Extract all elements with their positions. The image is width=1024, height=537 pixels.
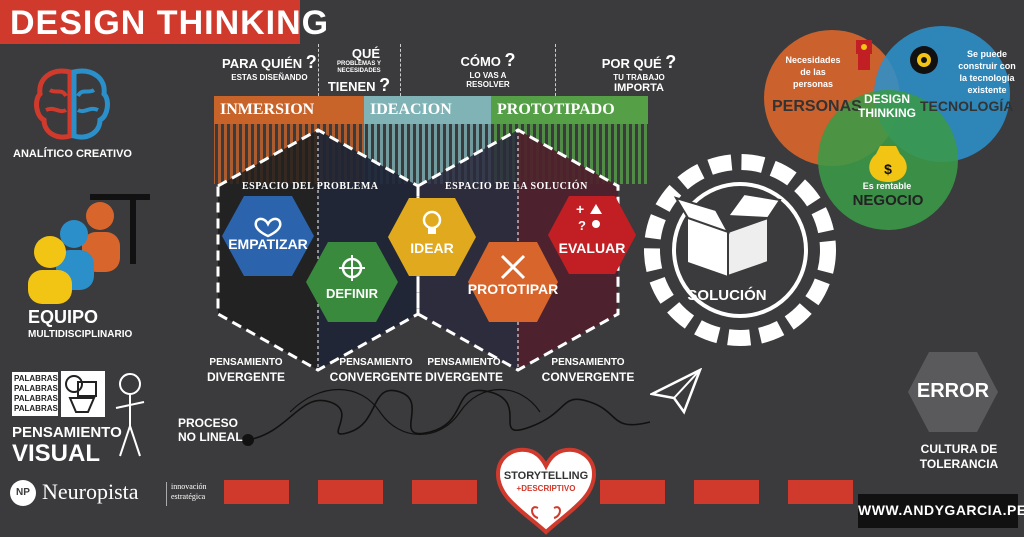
paper-plane-icon — [650, 368, 702, 415]
timeline-bar — [318, 480, 383, 504]
question-why: POR QUÉ ? TU TRABAJO IMPORTA — [601, 52, 677, 94]
timeline-bar — [224, 480, 289, 504]
solution-space-label: ESPACIO DE LA SOLUCIÓN — [445, 181, 588, 192]
error-hexagon — [908, 352, 998, 432]
shapes-icon — [61, 371, 105, 417]
evaluar-hexagon: + ? — [548, 196, 636, 274]
timeline-bar — [788, 480, 853, 504]
step-definir: DEFINIR — [326, 286, 378, 301]
venn-business-text: Es rentable — [862, 181, 912, 191]
visual-line2: VISUAL — [12, 440, 101, 467]
definir-hexagon — [306, 242, 398, 322]
step-empatizar: EMPATIZAR — [228, 236, 308, 252]
venn-people-label: PERSONAS — [772, 98, 862, 115]
svg-text:$: $ — [884, 161, 892, 177]
divider-line — [318, 44, 319, 96]
step-idear: IDEAR — [410, 240, 454, 256]
team-subtitle: MULTIDISCIPLINARIO — [28, 329, 133, 340]
solution-label: SOLUCIÓN — [687, 287, 767, 304]
venn-business-label: NEGOCIO — [852, 192, 924, 209]
website-link[interactable]: WWW.ANDYGARCIA.PE — [858, 502, 1024, 518]
empatizar-hexagon — [222, 196, 314, 276]
thinking-caption: PENSAMIENTO DIVERGENTE — [206, 357, 285, 384]
phase-ideacion: IDEACION — [364, 96, 491, 124]
storytelling-sub: +DESCRIPTIVO — [516, 484, 576, 493]
brain-caption: ANALÍTICO CREATIVO — [13, 148, 132, 160]
error-label: ERROR — [916, 380, 990, 402]
storytelling-heart — [495, 447, 597, 535]
venn-people-text: Necesidades de las personas — [785, 55, 841, 89]
word-item: PALABRAS — [14, 384, 58, 393]
brain-icon — [34, 68, 110, 140]
stick-figure-icon — [115, 373, 145, 457]
svg-text:?: ? — [578, 218, 586, 233]
venn-diagram: $ — [764, 26, 1010, 230]
svg-text:+: + — [576, 201, 584, 217]
website-banner — [858, 494, 1018, 528]
timeline-bar — [412, 480, 477, 504]
thinking-caption: PENSAMIENTO CONVERGENTE — [541, 357, 635, 384]
thinking-caption: PENSAMIENTO DIVERGENTE — [424, 357, 503, 384]
step-prototipar: PROTOTIPAR — [467, 281, 559, 297]
storytelling-title: STORYTELLING — [503, 470, 589, 482]
timeline-bar — [600, 480, 665, 504]
error-caption: CULTURA DE TOLERANCIA — [919, 442, 999, 471]
nonlinear-path — [242, 389, 651, 446]
box-icon — [673, 192, 782, 278]
step-evaluar: EVALUAR — [558, 240, 626, 256]
divider-line — [555, 44, 556, 96]
word-item: PALABRAS — [14, 394, 58, 403]
brand-logo: NP — [10, 480, 36, 506]
venn-tech-text: Se puede construir con la tecnología existe… — [958, 49, 1016, 95]
venn-tech-label: TECNOLOGÍA — [920, 98, 1014, 114]
timeline-bar — [694, 480, 759, 504]
visual-line1: PENSAMIENTO — [12, 424, 122, 441]
heart-icon — [254, 217, 282, 238]
page-title: DESIGN THINKING — [10, 4, 330, 42]
words-box: PALABRAS PALABRAS PALABRAS PALABRAS — [12, 372, 58, 416]
problem-space-label: ESPACIO DEL PROBLEMA — [242, 181, 379, 192]
phase-inmersion: INMERSION — [214, 96, 364, 124]
evaluate-symbols-icon — [590, 204, 602, 214]
team-title: EQUIPO — [28, 307, 99, 327]
title-banner — [0, 0, 300, 44]
question-who: PARA QUIÉN ? ESTAS DISEÑANDO — [222, 52, 317, 82]
money-bag-icon — [869, 146, 907, 182]
team-icon — [28, 194, 150, 304]
brand-tag: innovación estratégica — [171, 482, 207, 501]
word-item: PALABRAS — [14, 404, 58, 413]
idear-hexagon — [388, 198, 476, 276]
divider-line — [400, 44, 401, 96]
brand-name: Neuropista — [42, 479, 139, 504]
thinking-caption: PENSAMIENTO CONVERGENTE — [329, 357, 423, 384]
question-what: QUÉ PROBLEMAS Y NECESIDADES TIENEN ? — [327, 46, 391, 95]
word-item: PALABRAS — [14, 374, 58, 383]
brand-divider — [166, 482, 167, 506]
process-label: PROCESO NO LINEAL — [178, 416, 243, 444]
phase-prototipado: PROTOTIPADO — [491, 96, 648, 124]
question-how: CÓMO ? LO VAS A RESOLVER — [460, 50, 516, 89]
prototipar-hexagon — [468, 242, 558, 322]
venn-center-label: DESIGN THINKING — [858, 92, 916, 120]
